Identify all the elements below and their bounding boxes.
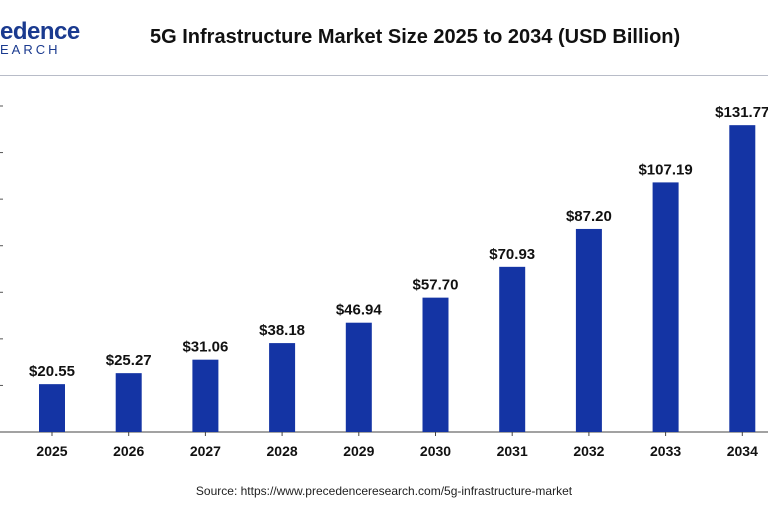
- x-tick-label-2026: 2026: [113, 443, 144, 459]
- bar-2030: [422, 297, 449, 432]
- brand-logo: edence EARCH: [0, 18, 110, 62]
- data-label-2029: $46.94: [336, 302, 383, 319]
- x-tick-label-2028: 2028: [267, 443, 298, 459]
- x-tick-label-2027: 2027: [190, 443, 221, 459]
- bar-2026: [115, 373, 142, 432]
- x-tick-label-2034: 2034: [727, 443, 758, 459]
- bar-2025: [39, 384, 65, 432]
- bar-2027: [192, 359, 219, 432]
- data-label-2031: $70.93: [489, 246, 535, 263]
- bar-2028: [269, 343, 296, 432]
- data-label-2027: $31.06: [182, 339, 228, 356]
- x-tick-label-2025: 2025: [36, 443, 67, 459]
- data-label-2032: $87.20: [566, 208, 612, 225]
- source-citation: Source: https://www.precedenceresearch.c…: [195, 484, 573, 498]
- x-tick-label-2030: 2030: [420, 443, 451, 459]
- bar-chart: $20.55 2025 $25.27 2026 $31.06 2027 $38.18 2028…: [0, 104, 768, 459]
- data-label-2025: $20.55: [29, 363, 75, 380]
- x-tick-label-2031: 2031: [497, 443, 528, 459]
- logo-wordmark-top: edence: [0, 18, 80, 45]
- data-label-2028: $38.18: [259, 322, 305, 339]
- x-tick-label-2029: 2029: [343, 443, 374, 459]
- bar-2032: [575, 228, 602, 432]
- data-label-2030: $57.70: [413, 277, 459, 294]
- bar-2033: [652, 182, 679, 432]
- x-tick-label-2032: 2032: [573, 443, 604, 459]
- data-label-2033: $107.19: [638, 161, 692, 178]
- data-label-2034: $131.77: [715, 104, 768, 121]
- bar-2031: [499, 266, 526, 432]
- chart-title: 5G Infrastructure Market Size 2025 to 20…: [150, 26, 681, 48]
- data-label-2026: $25.27: [106, 352, 152, 369]
- logo-wordmark-bottom: EARCH: [0, 42, 61, 57]
- bar-2029: [345, 322, 372, 432]
- header-divider: [0, 75, 768, 76]
- x-tick-label-2033: 2033: [650, 443, 681, 459]
- bar-2034: [729, 125, 756, 433]
